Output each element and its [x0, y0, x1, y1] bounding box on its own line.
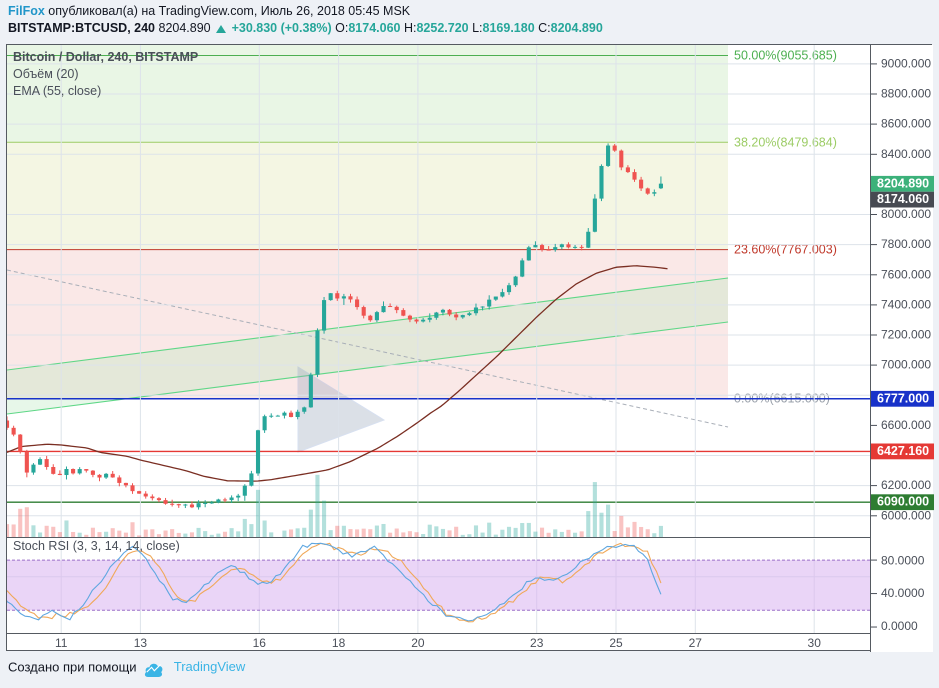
svg-text:8000.000: 8000.000	[881, 207, 931, 221]
svg-text:8600.000: 8600.000	[881, 117, 931, 131]
svg-text:20: 20	[411, 636, 425, 650]
svg-text:9000.000: 9000.000	[881, 57, 931, 71]
svg-text:16: 16	[253, 636, 267, 650]
svg-text:7600.000: 7600.000	[881, 267, 931, 281]
svg-text:6777.000: 6777.000	[877, 391, 929, 405]
svg-text:8400.000: 8400.000	[881, 147, 931, 161]
svg-text:80.0000: 80.0000	[881, 554, 925, 568]
svg-text:18: 18	[332, 636, 346, 650]
svg-text:6000.000: 6000.000	[881, 508, 931, 522]
svg-text:7400.000: 7400.000	[881, 298, 931, 312]
svg-text:40.0000: 40.0000	[881, 586, 925, 600]
svg-text:7000.000: 7000.000	[881, 358, 931, 372]
svg-text:6600.000: 6600.000	[881, 418, 931, 432]
svg-text:8800.000: 8800.000	[881, 87, 931, 101]
svg-text:50.00%(9055.685): 50.00%(9055.685)	[734, 49, 837, 63]
svg-text:6427.160: 6427.160	[877, 444, 929, 458]
svg-text:Stoch RSI (3, 3, 14, 14, close: Stoch RSI (3, 3, 14, 14, close)	[13, 539, 180, 553]
svg-text:0.0000: 0.0000	[881, 619, 918, 633]
svg-text:11: 11	[55, 636, 68, 650]
svg-text:23: 23	[530, 636, 544, 650]
svg-text:13: 13	[134, 636, 148, 650]
svg-text:38.20%(8479.684): 38.20%(8479.684)	[734, 135, 837, 149]
svg-text:7800.000: 7800.000	[881, 237, 931, 251]
svg-text:8174.060: 8174.060	[877, 192, 929, 206]
svg-text:7200.000: 7200.000	[881, 328, 931, 342]
svg-text:27: 27	[689, 636, 703, 650]
svg-text:30: 30	[808, 636, 822, 650]
svg-text:8204.890: 8204.890	[877, 176, 929, 190]
svg-text:6090.000: 6090.000	[877, 495, 929, 509]
svg-text:25: 25	[609, 636, 623, 650]
svg-text:6200.000: 6200.000	[881, 478, 931, 492]
